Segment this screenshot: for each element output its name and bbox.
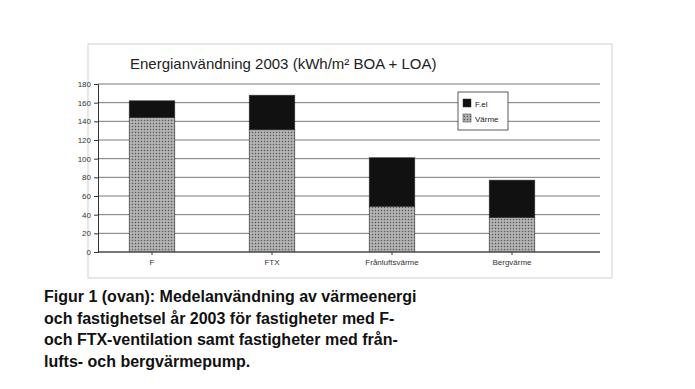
y-tick-label: 80	[82, 173, 91, 182]
x-tick-mark	[512, 252, 513, 255]
legend-box	[458, 92, 508, 130]
caption-line: och FTX-ventilation samt fastigheter med…	[44, 331, 398, 348]
x-axis: F FTX Frånluftsvärme Bergvärme	[98, 252, 600, 267]
legend-label: F.el	[475, 100, 488, 109]
x-tick-label: FTX	[264, 258, 280, 267]
legend-swatch	[463, 114, 471, 122]
x-tick-label: Bergvärme	[492, 258, 532, 267]
y-tick-label: 120	[78, 136, 92, 145]
y-axis-line	[94, 85, 99, 253]
y-tick-label: 20	[82, 229, 91, 238]
x-tick-mark	[272, 252, 273, 255]
y-tick-mark	[94, 177, 98, 178]
y-tick: 140	[78, 117, 98, 126]
chart-frame	[88, 44, 612, 278]
y-tick-label: 40	[82, 211, 91, 220]
x-tick: FTX	[264, 252, 280, 267]
grid-line	[98, 84, 600, 85]
y-tick: 120	[78, 136, 98, 145]
legend-label: Värme	[475, 115, 499, 124]
y-tick: 100	[78, 155, 98, 164]
x-tick-mark	[152, 252, 153, 255]
y-tick: 20	[82, 229, 98, 238]
bar	[249, 95, 295, 130]
x-tick: F	[150, 252, 155, 267]
bar	[129, 118, 175, 252]
x-tick: Frånluftsvärme	[365, 252, 419, 267]
x-tick-label: F	[150, 258, 155, 267]
y-tick-mark	[94, 121, 98, 122]
grid-line	[98, 252, 600, 253]
x-tick-label: Frånluftsvärme	[365, 258, 419, 267]
y-tick-mark	[94, 84, 98, 85]
legend-swatch	[463, 99, 471, 107]
y-tick-mark	[94, 252, 98, 253]
caption-line: lufts- och bergvärmepump.	[44, 353, 250, 370]
y-tick-label: 60	[82, 192, 91, 201]
y-tick: 60	[82, 192, 98, 201]
x-tick-mark	[392, 252, 393, 255]
y-tick-mark	[94, 159, 98, 160]
x-axis-line	[98, 252, 600, 253]
bar	[369, 206, 415, 252]
caption-line: och fastighetsel år 2003 för fastigheter…	[44, 310, 394, 327]
y-tick-mark	[94, 196, 98, 197]
y-tick-label: 0	[87, 248, 92, 257]
bar	[489, 180, 535, 217]
y-tick: 160	[78, 99, 98, 108]
y-tick-label: 180	[78, 80, 92, 89]
y-tick: 40	[82, 211, 98, 220]
y-tick: 180	[78, 80, 98, 89]
y-axis: 0 20 40 60 80 100 120 140 160 180	[78, 80, 99, 257]
y-tick-mark	[94, 103, 98, 104]
bar	[369, 158, 415, 207]
y-tick: 0	[87, 248, 98, 257]
grid	[98, 84, 600, 252]
y-tick-label: 140	[78, 117, 92, 126]
y-tick-label: 160	[78, 99, 92, 108]
y-tick-mark	[94, 140, 98, 141]
bar	[249, 130, 295, 252]
x-tick: Bergvärme	[492, 252, 532, 267]
caption-line: Figur 1 (ovan): Medelanvändning av värme…	[44, 288, 417, 305]
legend: F.el Värme	[458, 92, 508, 130]
bar	[489, 217, 535, 252]
y-tick: 80	[82, 173, 98, 182]
y-tick-label: 100	[78, 155, 92, 164]
bar	[129, 101, 175, 118]
y-tick-mark	[94, 233, 98, 234]
y-tick-mark	[94, 215, 98, 216]
chart-title: Energianvändning 2003 (kWh/m² BOA + LOA)	[130, 55, 436, 72]
